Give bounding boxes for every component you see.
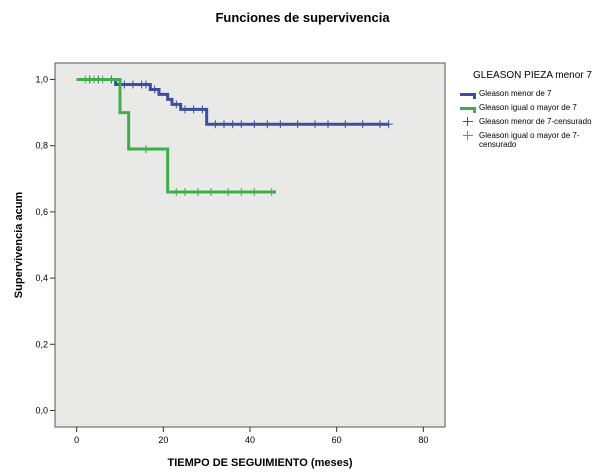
censored-mark-0: [250, 120, 259, 129]
censored-mark-1: [250, 188, 259, 197]
legend-label-mayor: Gleason igual o mayor de 7: [479, 103, 577, 112]
series-line-1: [76, 78, 276, 194]
censored-mark-0: [358, 120, 367, 129]
x-tick-label: 20: [158, 435, 168, 445]
legend-swatch-menor: [460, 89, 476, 99]
censored-mark-0: [376, 120, 384, 129]
censored-mark-0: [293, 120, 302, 129]
censored-mark-0: [263, 120, 272, 129]
censored-mark-1: [237, 188, 246, 197]
legend-swatch-mayor-censurado: [460, 131, 476, 141]
legend-item-mayor-censurado: Gleason igual o mayor de 7-censurado: [460, 131, 605, 149]
censored-mark-1: [207, 188, 215, 197]
y-tick-label: 0,4: [35, 273, 48, 283]
censored-mark-0: [384, 120, 393, 129]
censored-mark-0: [211, 120, 220, 129]
censored-mark-0: [120, 80, 129, 89]
censored-mark-0: [324, 120, 332, 129]
censored-mark-0: [220, 120, 228, 129]
censored-mark-0: [198, 105, 207, 114]
censored-mark-0: [129, 80, 137, 89]
censored-mark-0: [189, 105, 198, 114]
censored-mark-1: [181, 188, 189, 197]
censored-mark-1: [98, 75, 107, 84]
legend-title: GLEASON PIEZA menor 7: [473, 70, 592, 81]
censored-mark-0: [311, 120, 319, 129]
x-axis-label: TIEMPO DE SEGUIMIENTO (meses): [167, 457, 352, 469]
y-tick-label: 0,6: [35, 207, 48, 217]
legend-item-menor: Gleason menor de 7: [460, 89, 605, 99]
y-axis-label: Supervivencia acum: [13, 192, 25, 299]
legend: GLEASON PIEZA menor 7 Gleason menor de 7…: [460, 70, 605, 153]
y-tick-label: 1,0: [35, 75, 48, 85]
censored-mark-1: [224, 188, 233, 197]
censored-mark-0: [181, 105, 189, 114]
chart-title: Funciones de supervivencia: [215, 10, 390, 25]
y-tick-label: 0,8: [35, 141, 48, 151]
censored-mark-1: [194, 188, 202, 197]
x-tick-label: 60: [332, 435, 342, 445]
legend-label-menor-censurado: Gleason menor de 7-censurado: [479, 117, 592, 126]
plot-area: [54, 62, 446, 428]
censored-mark-1: [267, 188, 276, 197]
legend-swatch-mayor: [460, 103, 476, 113]
censored-mark-1: [90, 75, 98, 84]
y-tick-label: 0,0: [35, 405, 48, 415]
y-tick-label: 0,2: [35, 339, 48, 349]
censored-mark-0: [276, 120, 285, 129]
censored-mark-1: [81, 75, 90, 84]
censored-mark-0: [150, 85, 159, 94]
legend-label-menor: Gleason menor de 7: [479, 89, 552, 98]
censored-mark-1: [142, 145, 150, 154]
x-tick-label: 0: [74, 435, 79, 445]
legend-item-menor-censurado: Gleason menor de 7-censurado: [460, 117, 605, 127]
legend-label-mayor-censurado: Gleason igual o mayor de 7-censurado: [479, 131, 580, 149]
legend-swatch-menor-censurado: [460, 117, 476, 127]
censored-mark-0: [142, 80, 150, 89]
censored-mark-0: [237, 120, 246, 129]
censored-mark-0: [341, 120, 350, 129]
censored-mark-1: [172, 188, 181, 197]
legend-item-mayor: Gleason igual o mayor de 7: [460, 103, 605, 113]
censored-mark-0: [172, 100, 181, 109]
x-tick-label: 40: [245, 435, 255, 445]
x-tick-label: 80: [418, 435, 428, 445]
censored-mark-0: [228, 120, 237, 129]
